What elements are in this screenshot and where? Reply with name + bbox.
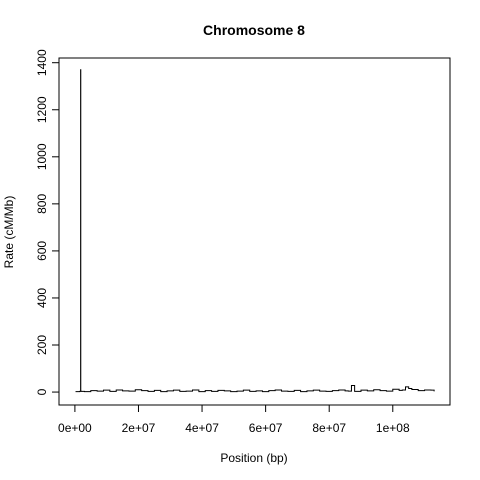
y-tick-label: 600	[35, 241, 49, 261]
x-tick-label: 0e+00	[58, 421, 92, 435]
y-tick-label: 1400	[35, 49, 49, 76]
x-tick-label: 2e+07	[122, 421, 156, 435]
y-tick-label: 1200	[35, 96, 49, 123]
y-tick-label: 200	[35, 335, 49, 355]
x-tick-label: 6e+07	[249, 421, 283, 435]
x-tick-label: 4e+07	[185, 421, 219, 435]
y-tick-label: 800	[35, 194, 49, 214]
series-line	[75, 69, 435, 393]
y-tick-label: 400	[35, 288, 49, 308]
y-tick-label: 0	[35, 388, 49, 395]
x-tick-label: 8e+07	[312, 421, 346, 435]
chart-title: Chromosome 8	[203, 22, 305, 38]
y-axis-label: Rate (cM/Mb)	[2, 196, 16, 269]
y-tick-label: 1000	[35, 143, 49, 170]
x-tick-label: 1e+08	[376, 421, 410, 435]
series-layer	[75, 69, 435, 393]
x-axis: 0e+00 2e+07 4e+07 6e+07 8e+07 1e+08	[58, 404, 410, 435]
y-axis: 0 200 400 600 800 1000 1200 1400	[35, 49, 60, 395]
x-axis-label: Position (bp)	[220, 451, 287, 465]
